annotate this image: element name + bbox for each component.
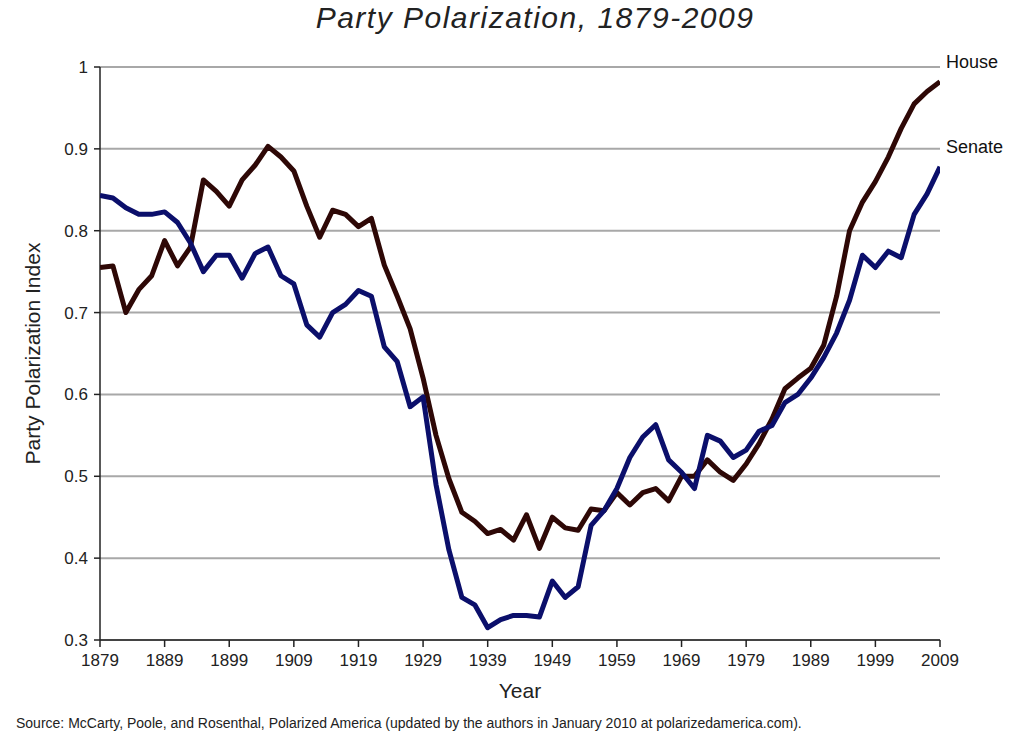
y-tick-label: 0.6 — [64, 385, 88, 404]
x-tick — [810, 640, 812, 647]
y-tick-label: 0.8 — [64, 222, 88, 241]
grid-line — [100, 312, 940, 314]
y-tick-label: 0.3 — [64, 631, 88, 650]
y-tick — [94, 66, 100, 68]
x-tick-label: 1879 — [81, 651, 119, 670]
series-line — [100, 167, 940, 628]
x-tick — [616, 640, 618, 647]
y-tick-label: 1 — [79, 58, 88, 77]
grid-line — [100, 393, 940, 395]
x-tick — [681, 640, 683, 647]
x-tick-label: 1909 — [275, 651, 313, 670]
legend-label: Senate — [946, 137, 1003, 157]
x-tick — [358, 640, 360, 647]
x-tick — [939, 640, 941, 647]
series-line — [100, 82, 940, 549]
grid-line — [100, 148, 940, 150]
x-tick-label: 1939 — [469, 651, 507, 670]
grid-line — [100, 475, 940, 477]
x-axis — [100, 639, 940, 641]
y-tick — [94, 148, 100, 150]
x-tick — [164, 640, 166, 647]
chart: Party Polarization, 1879-2009 0.3 0.4 0.5 0.… — [0, 0, 1031, 740]
y-axis-label: Party Polarization Index — [21, 242, 44, 464]
x-tick — [745, 640, 747, 647]
x-tick-label: 1949 — [533, 651, 571, 670]
x-tick — [487, 640, 489, 647]
grid-line — [100, 639, 940, 641]
y-tick-label: 0.9 — [64, 140, 88, 159]
y-axis — [99, 67, 101, 640]
plot-lines — [100, 82, 940, 628]
grid-line — [100, 66, 940, 68]
y-tick-label: 0.7 — [64, 304, 88, 323]
grid-line — [100, 557, 940, 559]
x-tick-label: 2009 — [921, 651, 959, 670]
grid-line — [100, 230, 940, 232]
x-axis-label: Year — [499, 679, 541, 702]
y-tick — [94, 639, 100, 641]
x-tick-label: 1979 — [727, 651, 765, 670]
x-tick — [99, 640, 101, 647]
x-tick — [228, 640, 230, 647]
x-tick-label: 1999 — [856, 651, 894, 670]
x-tick — [293, 640, 295, 647]
y-tick-label: 0.5 — [64, 467, 88, 486]
title: Party Polarization, 1879-2009 — [316, 1, 755, 34]
y-tick — [94, 476, 100, 478]
x-tick-label: 1989 — [792, 651, 830, 670]
source-note: Source: McCarty, Poole, and Rosenthal, P… — [16, 715, 802, 731]
x-tick-label: 1959 — [598, 651, 636, 670]
legend-label: House — [946, 52, 998, 72]
y-tick — [94, 230, 100, 232]
x-tick-label: 1919 — [340, 651, 378, 670]
x-tick-label: 1899 — [210, 651, 248, 670]
x-tick — [552, 640, 554, 647]
x-tick — [422, 640, 424, 647]
x-tick-label: 1929 — [404, 651, 442, 670]
y-tick — [94, 312, 100, 314]
y-tick — [94, 394, 100, 396]
y-tick — [94, 557, 100, 559]
x-tick-label: 1969 — [663, 651, 701, 670]
y-tick-label: 0.4 — [64, 549, 88, 568]
x-tick — [875, 640, 877, 647]
x-tick-label: 1889 — [146, 651, 184, 670]
